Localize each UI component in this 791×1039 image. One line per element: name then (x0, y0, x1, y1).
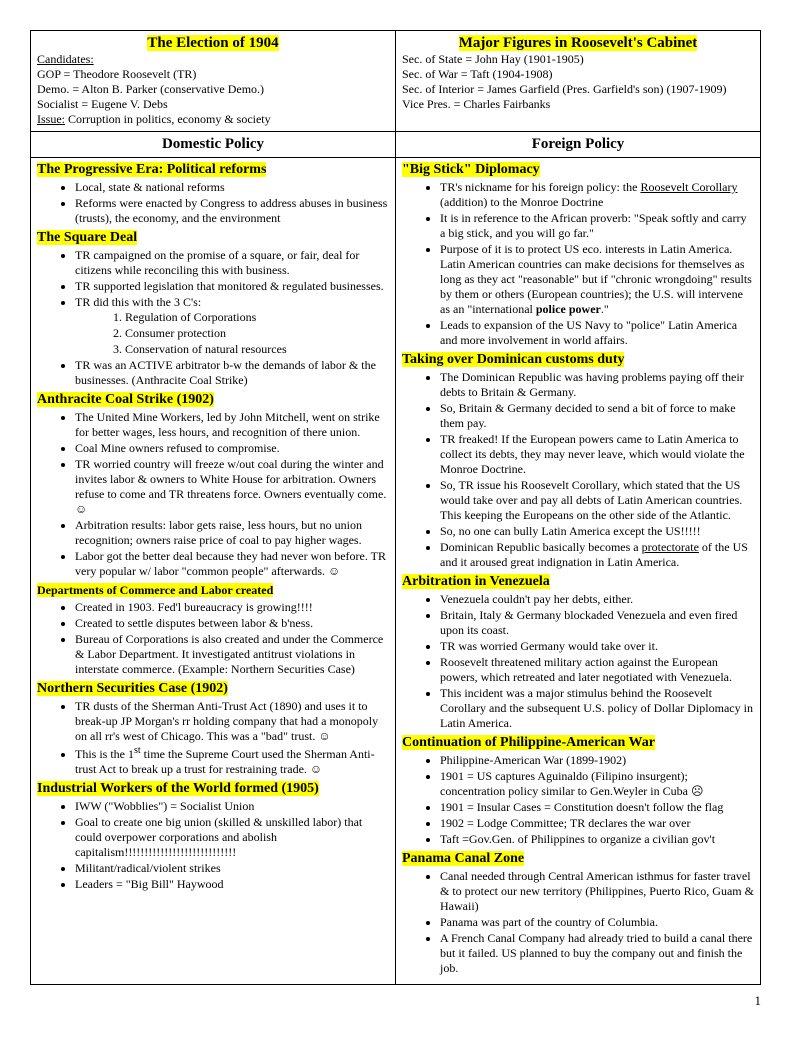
cab-4: Vice Pres. = Charles Fairbanks (402, 97, 550, 111)
list-item: Coal Mine owners refused to compromise. (75, 441, 389, 456)
cell-cabinet: Major Figures in Roosevelt's Cabinet Sec… (396, 31, 761, 132)
page-number: 1 (30, 993, 761, 1009)
list-item: So, Britain & Germany decided to send a … (440, 401, 754, 431)
list-item: Leaders = "Big Bill" Haywood (75, 877, 389, 892)
list-item: Roosevelt threatened military action aga… (440, 655, 754, 685)
list-item: Regulation of Corporations (125, 310, 389, 325)
list-item: This is the 1st time the Supreme Court u… (75, 745, 389, 777)
venezuela-list: Venezuela couldn't pay her debts, either… (402, 592, 754, 731)
commerce-list: Created in 1903. Fed'l bureaucracy is gr… (37, 600, 389, 677)
square-deal-list: TR campaigned on the promise of a square… (37, 248, 389, 388)
list-item: 1902 = Lodge Committee; TR declares the … (440, 816, 754, 831)
demo-line: Demo. = Alton B. Parker (conservative De… (37, 82, 264, 96)
list-item: Goal to create one big union (skilled & … (75, 815, 389, 860)
list-item: The Dominican Republic was having proble… (440, 370, 754, 400)
socialist-line: Socialist = Eugene V. Debs (37, 97, 168, 111)
list-item: TR dusts of the Sherman Anti-Trust Act (… (75, 699, 389, 744)
list-item: The United Mine Workers, led by John Mit… (75, 410, 389, 440)
main-table: The Election of 1904 Candidates: GOP = T… (30, 30, 761, 985)
list-item: Labor got the better deal because they h… (75, 549, 389, 579)
list-item: Venezuela couldn't pay her debts, either… (440, 592, 754, 607)
list-item: So, TR issue his Roosevelt Corollary, wh… (440, 478, 754, 523)
list-item: Taft =Gov.Gen. of Philippines to organiz… (440, 832, 754, 847)
cab-2: Sec. of War = Taft (1904-1908) (402, 67, 552, 81)
bigstick-title: "Big Stick" Diplomacy (402, 162, 540, 177)
progressive-title: The Progressive Era: Political reforms (37, 162, 266, 177)
list-item: Consumer protection (125, 326, 389, 341)
list-item: TR's nickname for his foreign policy: th… (440, 180, 754, 210)
list-item: Leads to expansion of the US Navy to "po… (440, 318, 754, 348)
list-item: Conservation of natural resources (125, 342, 389, 357)
list-item: Created to settle disputes between labor… (75, 616, 389, 631)
progressive-list: Local, state & national reforms Reforms … (37, 180, 389, 226)
domestic-heading: Domestic Policy (31, 132, 396, 158)
list-item: So, no one can bully Latin America excep… (440, 524, 754, 539)
cab-3: Sec. of Interior = James Garfield (Pres.… (402, 82, 727, 96)
list-item: TR was worried Germany would take over i… (440, 639, 754, 654)
election-title: The Election of 1904 (37, 35, 389, 52)
list-item: Panama was part of the country of Columb… (440, 915, 754, 930)
list-item: Britain, Italy & Germany blockaded Venez… (440, 608, 754, 638)
foreign-heading: Foreign Policy (396, 132, 761, 158)
dominican-list: The Dominican Republic was having proble… (402, 370, 754, 570)
venezuela-title: Arbitration in Venezuela (402, 574, 550, 589)
list-item: 1901 = Insular Cases = Constitution does… (440, 800, 754, 815)
list-item: Militant/radical/violent strikes (75, 861, 389, 876)
list-item: It is in reference to the African prover… (440, 211, 754, 241)
three-cs-list: Regulation of Corporations Consumer prot… (75, 310, 389, 357)
list-item: A French Canal Company had already tried… (440, 931, 754, 976)
cell-election: The Election of 1904 Candidates: GOP = T… (31, 31, 396, 132)
list-item: Arbitration results: labor gets raise, l… (75, 518, 389, 548)
list-item: Dominican Republic basically becomes a p… (440, 540, 754, 570)
list-item: TR campaigned on the promise of a square… (75, 248, 389, 278)
iww-title: Industrial Workers of the World formed (… (37, 781, 319, 796)
panama-list: Canal needed through Central American is… (402, 869, 754, 976)
bigstick-list: TR's nickname for his foreign policy: th… (402, 180, 754, 348)
list-item: Created in 1903. Fed'l bureaucracy is gr… (75, 600, 389, 615)
list-item: This incident was a major stimulus behin… (440, 686, 754, 731)
cell-domestic: The Progressive Era: Political reforms L… (31, 158, 396, 985)
philippine-title: Continuation of Philippine-American War (402, 735, 655, 750)
list-item: IWW ("Wobblies") = Socialist Union (75, 799, 389, 814)
issue-label: Issue: (37, 112, 65, 126)
dominican-title: Taking over Dominican customs duty (402, 352, 624, 367)
cab-1: Sec. of State = John Hay (1901-1905) (402, 52, 584, 66)
list-item: Reforms were enacted by Congress to addr… (75, 196, 389, 226)
list-item: TR supported legislation that monitored … (75, 279, 389, 294)
list-item: Bureau of Corporations is also created a… (75, 632, 389, 677)
coal-strike-title: Anthracite Coal Strike (1902) (37, 392, 214, 407)
list-item: 1901 = US captures Aguinaldo (Filipino i… (440, 769, 754, 799)
panama-title: Panama Canal Zone (402, 851, 524, 866)
list-item: TR was an ACTIVE arbitrator b-w the dema… (75, 358, 389, 388)
list-item: Canal needed through Central American is… (440, 869, 754, 914)
gop-line: GOP = Theodore Roosevelt (TR) (37, 67, 196, 81)
commerce-title: Departments of Commerce and Labor create… (37, 583, 273, 597)
list-item: TR worried country will freeze w/out coa… (75, 457, 389, 517)
list-item: Purpose of it is to protect US eco. inte… (440, 242, 754, 317)
square-deal-title: The Square Deal (37, 230, 137, 245)
northern-title: Northern Securities Case (1902) (37, 681, 228, 696)
philippine-list: Philippine-American War (1899-1902) 1901… (402, 753, 754, 847)
list-item: TR did this with the 3 C's: Regulation o… (75, 295, 389, 357)
issue-text: Corruption in politics, economy & societ… (65, 112, 271, 126)
coal-strike-list: The United Mine Workers, led by John Mit… (37, 410, 389, 579)
list-item: TR freaked! If the European powers came … (440, 432, 754, 477)
northern-list: TR dusts of the Sherman Anti-Trust Act (… (37, 699, 389, 777)
candidates-label: Candidates: (37, 52, 94, 66)
iww-list: IWW ("Wobblies") = Socialist Union Goal … (37, 799, 389, 892)
cell-foreign: "Big Stick" Diplomacy TR's nickname for … (396, 158, 761, 985)
list-item: Local, state & national reforms (75, 180, 389, 195)
list-item: Philippine-American War (1899-1902) (440, 753, 754, 768)
cabinet-title: Major Figures in Roosevelt's Cabinet (402, 35, 754, 52)
